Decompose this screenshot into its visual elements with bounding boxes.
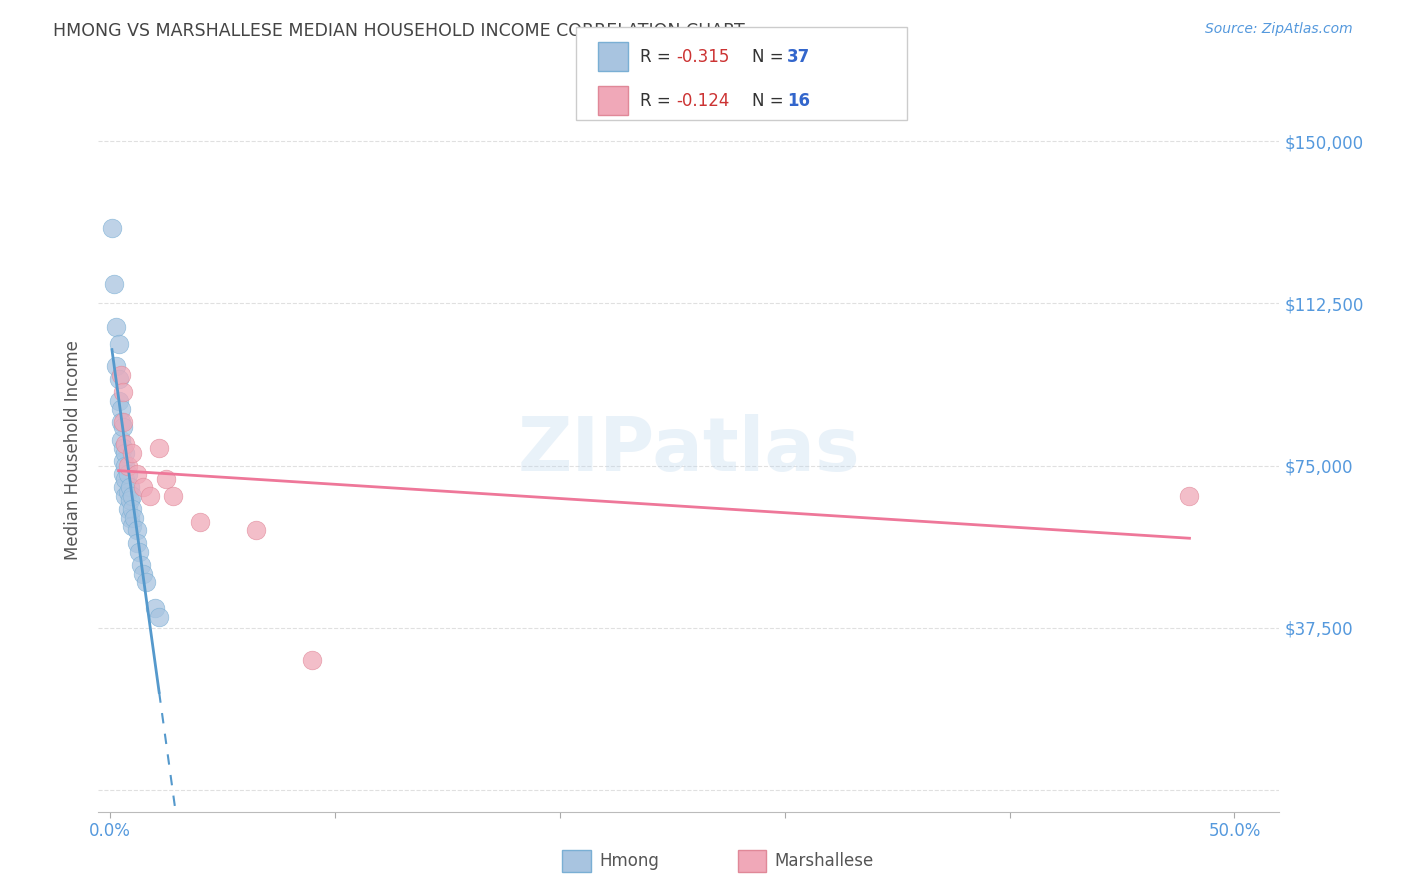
Point: [125, 536, 148, 550]
Point: [162, 489, 184, 503]
Point: [143, 601, 166, 615]
Point: [117, 484, 139, 499]
Point: [129, 558, 152, 573]
Text: -0.315: -0.315: [676, 47, 730, 66]
Point: [124, 510, 146, 524]
Point: [112, 419, 135, 434]
Point: [112, 385, 135, 400]
Point: [110, 402, 132, 417]
Point: [112, 442, 135, 456]
Point: [121, 519, 143, 533]
Point: [118, 480, 141, 494]
Point: [101, 220, 124, 235]
Point: [114, 437, 136, 451]
Point: [118, 493, 141, 508]
Y-axis label: Median Household Income: Median Household Income: [65, 341, 83, 560]
Point: [125, 524, 148, 538]
Point: [121, 489, 143, 503]
Text: ZIPatlas: ZIPatlas: [517, 414, 860, 487]
Point: [107, 372, 129, 386]
Point: [1178, 489, 1201, 503]
Text: Source: ZipAtlas.com: Source: ZipAtlas.com: [1205, 22, 1353, 37]
Point: [117, 458, 139, 473]
Point: [117, 501, 139, 516]
Point: [148, 442, 170, 456]
Point: [301, 653, 323, 667]
Point: [128, 545, 150, 559]
Point: [105, 359, 128, 373]
Point: [135, 575, 157, 590]
Text: R =: R =: [640, 47, 676, 66]
Point: [110, 415, 132, 429]
Text: -0.124: -0.124: [676, 92, 730, 110]
Point: [103, 277, 125, 291]
Point: [112, 415, 135, 429]
Point: [107, 393, 129, 408]
Point: [114, 458, 136, 473]
Point: [105, 320, 128, 334]
Point: [114, 489, 136, 503]
Text: N =: N =: [752, 47, 789, 66]
Point: [121, 501, 143, 516]
Text: HMONG VS MARSHALLESE MEDIAN HOUSEHOLD INCOME CORRELATION CHART: HMONG VS MARSHALLESE MEDIAN HOUSEHOLD IN…: [53, 22, 745, 40]
Text: R =: R =: [640, 92, 676, 110]
Text: 37: 37: [787, 47, 811, 66]
Point: [118, 510, 141, 524]
Point: [112, 454, 135, 468]
Text: N =: N =: [752, 92, 789, 110]
Point: [117, 467, 139, 482]
Point: [155, 472, 177, 486]
Point: [188, 515, 211, 529]
Point: [121, 445, 143, 459]
Point: [125, 467, 148, 482]
Point: [148, 610, 170, 624]
Point: [112, 467, 135, 482]
Point: [139, 489, 162, 503]
Text: Hmong: Hmong: [599, 852, 659, 870]
Point: [112, 480, 135, 494]
Point: [245, 524, 267, 538]
Text: Marshallese: Marshallese: [775, 852, 875, 870]
Point: [107, 337, 129, 351]
Point: [114, 472, 136, 486]
Point: [132, 480, 155, 494]
Point: [110, 368, 132, 382]
Text: 16: 16: [787, 92, 810, 110]
Point: [114, 445, 136, 459]
Point: [110, 433, 132, 447]
Point: [132, 566, 155, 581]
